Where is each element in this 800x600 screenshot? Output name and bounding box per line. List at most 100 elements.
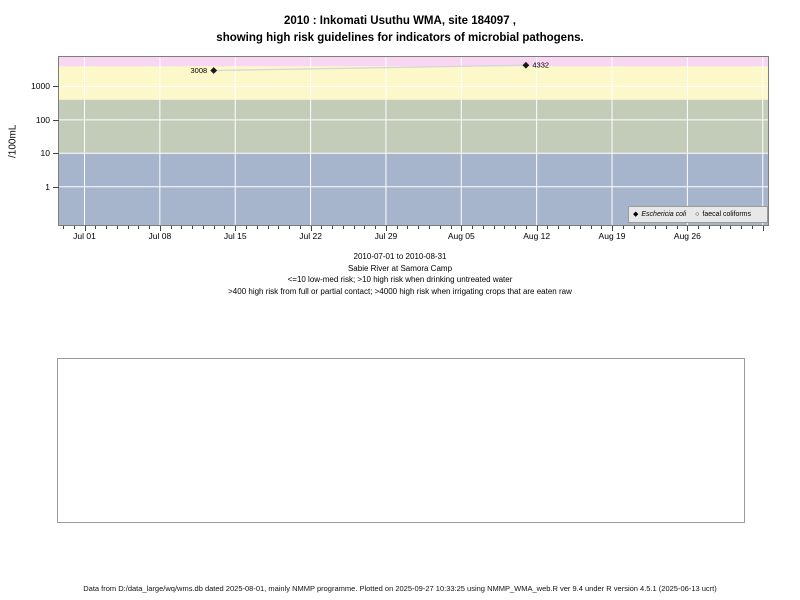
legend-label-ecoli: Eschericia coli [641,211,687,218]
x-axis-tick [364,226,366,229]
caption-risk-guideline-2: >400 high risk from full or partial cont… [228,286,572,296]
x-axis-tick [579,226,581,229]
legend-item-faecal-coliforms: ○ faecal coliforms [695,211,751,218]
x-axis-tick [181,226,183,229]
ecoli-series-line [213,64,526,72]
x-axis-tick [202,226,204,229]
x-axis-tick-label: Jul 15 [223,231,247,241]
x-axis-tick [590,226,592,229]
x-axis-tick [84,226,86,231]
x-axis-tick [224,226,226,229]
data-point-marker [522,61,530,69]
x-axis-tick [396,226,398,229]
x-axis-tick [461,226,463,231]
open-circle-icon: ○ [695,211,700,218]
chart-title-line2: showing high risk guidelines for indicat… [216,32,584,44]
x-axis-tick-label: Aug 12 [523,231,551,241]
x-axis-tick [751,226,753,229]
x-axis-tick [418,226,420,229]
footer-note: Data from D:/data_large/wq/wms.db dated … [83,584,717,593]
caption-risk-guideline-1: <=10 low-med risk; >10 high risk when dr… [287,275,513,285]
y-axis-tick-label: 1000 [31,81,50,92]
x-axis-tick [622,226,624,229]
chart-title-line1: 2010 : Inkomati Usuthu WMA, site 184097 … [284,15,516,27]
y-axis-tick-label: 100 [35,114,50,125]
x-axis-tick [450,226,452,229]
x-axis-tick [730,226,732,229]
x-axis-tick [741,226,743,229]
x-axis-tick [708,226,710,229]
plot-area: 3008 4332 [58,56,769,226]
x-axis-tick [429,226,430,229]
x-axis-tick [515,226,517,229]
x-axis-tick [407,226,409,229]
x-axis-tick [353,226,355,229]
x-axis-tick [536,226,538,231]
y-axis-tick-label: 10 [40,148,50,159]
x-axis-tick [719,226,721,229]
x-axis-tick [612,226,614,231]
x-axis-tick-label: Aug 26 [673,231,701,241]
y-axis-tick-label: 1 [45,181,50,192]
x-axis-tick [601,226,603,229]
x-axis-tick [245,226,247,229]
x-axis-tick [149,226,151,229]
x-axis-tick [762,226,764,231]
x-axis-tick [698,226,700,229]
x-axis-tick-label: Aug 19 [598,231,626,241]
x-axis-tick [482,226,484,229]
x-axis-tick [644,226,646,229]
x-axis-tick [95,226,97,229]
risk-band [59,57,768,67]
x-axis-tick [159,226,161,231]
x-axis-tick [687,226,689,231]
y-axis-tick [53,186,59,188]
empty-panel [57,358,745,523]
x-axis-tick [332,226,334,229]
legend-label-faecal-coliforms: faecal coliforms [702,211,752,218]
caption-site-name: Sabie River at Samora Camp [347,263,453,273]
x-axis-tick [568,226,570,229]
x-axis-tick [289,226,291,229]
x-axis-tick [256,226,258,229]
x-axis-tick [116,226,118,229]
x-axis-tick [525,226,527,229]
x-axis-tick [62,226,64,229]
x-axis-tick [310,226,312,231]
y-axis-tick [53,153,59,155]
legend-item-ecoli: ◆ Eschericia coli [633,211,686,218]
x-axis-tick [106,226,108,229]
x-axis-tick [676,226,678,229]
x-axis-tick [278,226,280,229]
x-axis-tick [213,226,215,229]
x-axis-tick [138,226,140,229]
x-axis-tick [439,226,441,229]
x-axis-tick [73,226,75,229]
caption-date-range: 2010-07-01 to 2010-08-31 [353,252,447,261]
risk-band [59,99,768,154]
x-axis-tick [192,226,194,229]
x-axis-tick-label: Jul 01 [73,231,96,241]
x-axis-tick [375,226,377,229]
x-axis-tick-label: Jul 08 [148,231,172,241]
x-axis-tick [299,226,301,229]
x-axis-tick [342,226,344,229]
x-axis-tick [170,226,172,229]
x-axis-tick [655,226,657,229]
x-axis-tick [385,226,387,231]
data-point-label: 4332 [532,61,549,70]
risk-band [59,66,768,100]
x-axis-tick [472,226,474,229]
chart-title: 2010 : Inkomati Usuthu WMA, site 184097 … [0,13,800,47]
x-axis-tick [547,226,549,229]
x-axis-tick [321,226,323,229]
x-axis-tick [665,226,667,229]
x-axis-tick [267,226,269,229]
chart-captions: 2010-07-01 to 2010-08-31 Sabie River at … [0,251,800,297]
x-axis-tick [558,226,560,229]
filled-diamond-icon: ◆ [633,211,639,218]
x-axis-tick [127,226,129,229]
x-axis-tick [633,226,635,229]
x-axis-tick [493,226,495,229]
